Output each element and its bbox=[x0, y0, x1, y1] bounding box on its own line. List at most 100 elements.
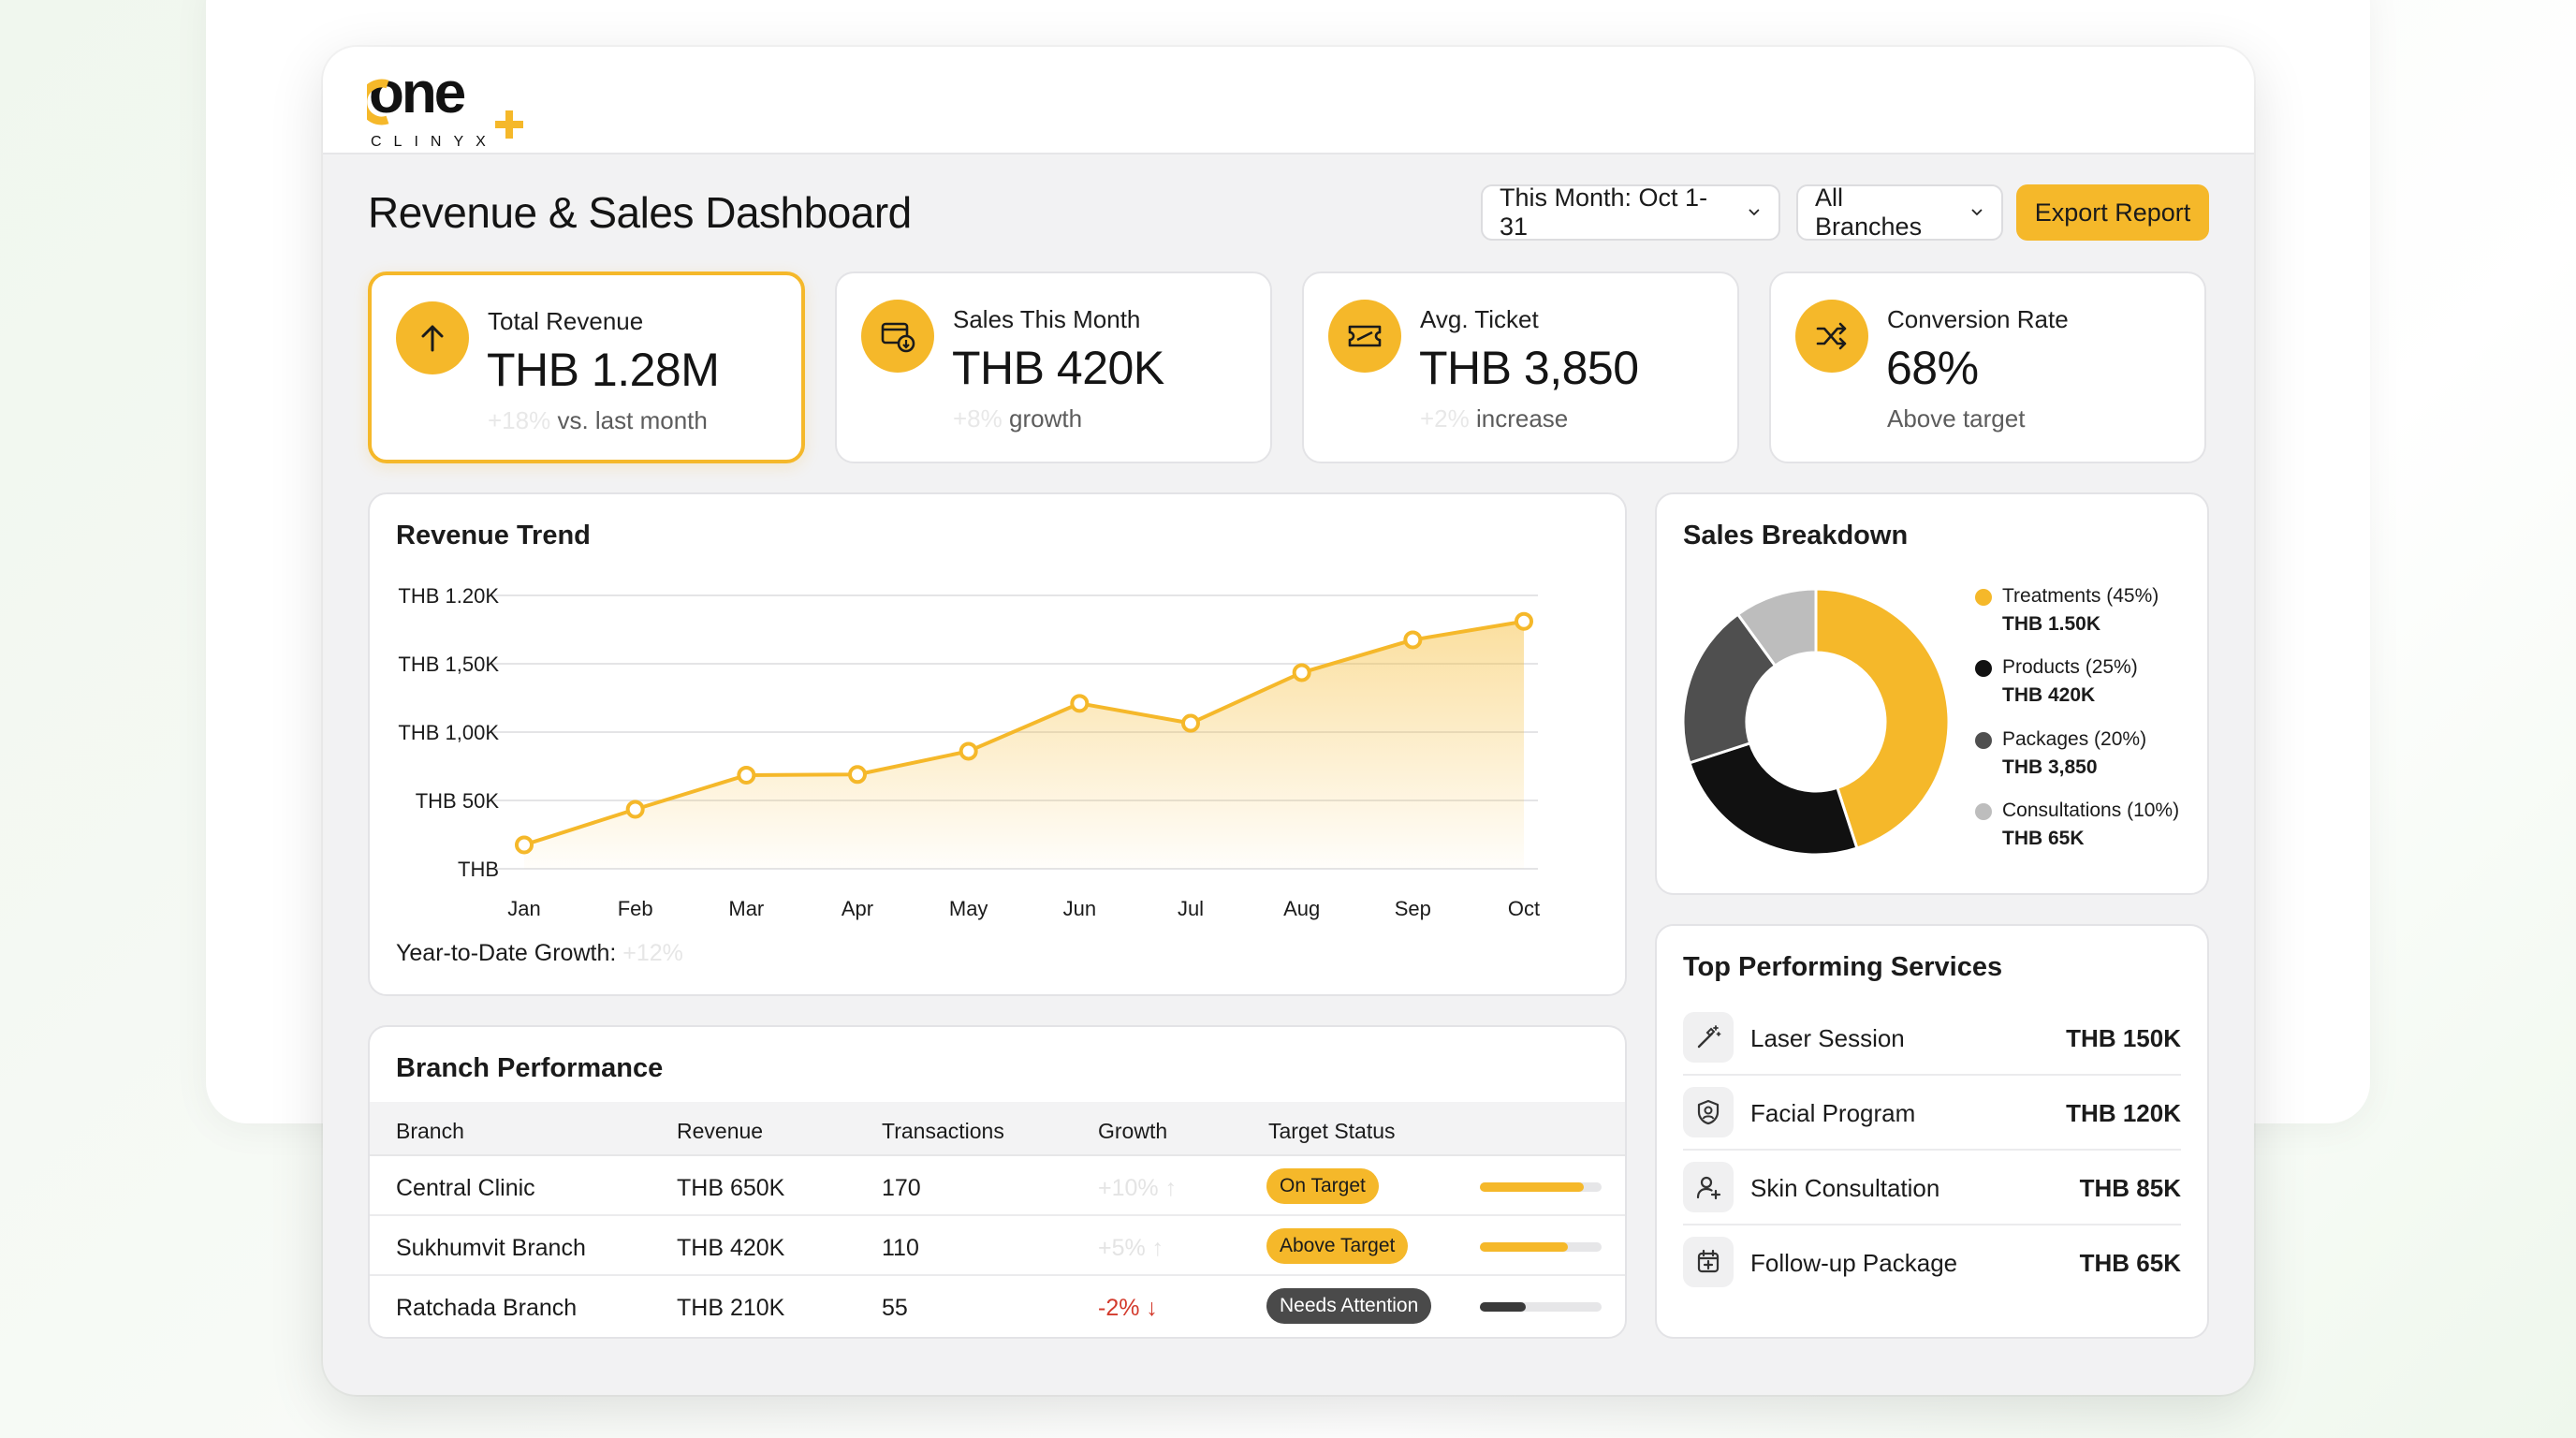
legend-label: Packages (20%) bbox=[2002, 728, 2147, 750]
y-tick-label: THB 1,00K bbox=[398, 721, 499, 744]
x-tick-label: Feb bbox=[618, 897, 653, 920]
service-row[interactable]: Laser Session THB 150K bbox=[1683, 1001, 2181, 1076]
ytd-value: +12% bbox=[622, 940, 683, 966]
magic-wand-icon bbox=[1683, 1012, 1734, 1063]
kpi-value: THB 3,850 bbox=[1419, 342, 1639, 394]
x-tick-label: Jul bbox=[1178, 897, 1204, 920]
service-row[interactable]: Follow-up Package THB 65K bbox=[1683, 1225, 2181, 1300]
panel-title: Branch Performance bbox=[396, 1053, 664, 1083]
kpi-card-conversion-rate[interactable]: Conversion Rate 68% Above target bbox=[1769, 271, 2206, 463]
x-tick-label: Apr bbox=[842, 897, 873, 920]
column-header-revenue: Revenue bbox=[677, 1119, 764, 1143]
kpi-change-label: vs. last month bbox=[550, 406, 708, 434]
dashboard-window: one CLINYX Revenue & Sales Dashboard Thi… bbox=[323, 47, 2254, 1395]
kpi-subtext: +8% growth bbox=[953, 404, 1082, 433]
legend-value: THB 3,850 bbox=[2002, 756, 2098, 778]
x-tick-label: Jun bbox=[1063, 897, 1096, 920]
service-value: THB 150K bbox=[2066, 1024, 2181, 1052]
kpi-subtext: Above target bbox=[1887, 404, 2025, 433]
shuffle-icon bbox=[1795, 300, 1868, 373]
y-tick-label: THB 1.20K bbox=[398, 584, 499, 608]
date-filter-label: This Month: Oct 1-31 bbox=[1500, 183, 1708, 241]
export-report-button[interactable]: Export Report bbox=[2016, 184, 2209, 241]
service-row[interactable]: Skin Consultation THB 85K bbox=[1683, 1151, 2181, 1225]
legend-value: THB 420K bbox=[2002, 684, 2096, 706]
legend-label: Products (25%) bbox=[2002, 656, 2138, 678]
branch-name: Central Clinic bbox=[396, 1175, 535, 1201]
kpi-value: THB 1.28M bbox=[487, 344, 720, 396]
legend-dot bbox=[1975, 660, 1992, 677]
branch-transactions: 170 bbox=[882, 1175, 921, 1201]
series-area bbox=[524, 621, 1524, 869]
legend-label: Treatments (45%) bbox=[2002, 585, 2159, 607]
x-tick-label: Oct bbox=[1508, 897, 1540, 920]
service-name: Follow-up Package bbox=[1750, 1249, 1958, 1277]
service-name: Laser Session bbox=[1750, 1024, 1905, 1052]
user-add-icon bbox=[1683, 1162, 1734, 1212]
target-progress-bar bbox=[1480, 1242, 1602, 1252]
data-point bbox=[1070, 694, 1090, 713]
ticket-icon bbox=[1328, 300, 1401, 373]
data-point bbox=[1515, 611, 1533, 631]
target-progress-fill bbox=[1480, 1242, 1568, 1252]
kpi-card-avg-ticket[interactable]: Avg. Ticket THB 3,850 +2% increase bbox=[1302, 271, 1739, 463]
legend-dot bbox=[1975, 803, 1992, 820]
chevron-down-icon bbox=[1971, 209, 1983, 216]
arrow-up-icon bbox=[396, 301, 469, 374]
revenue-trend-chart: THB THB 50K THB 1,00K THB 1,50K THB 1.20K Jan… bbox=[398, 584, 1540, 920]
legend-dot bbox=[1975, 589, 1992, 606]
branch-revenue: THB 420K bbox=[677, 1235, 785, 1261]
table-row[interactable]: Ratchada Branch THB 210K 55 -2% ↓ Needs … bbox=[370, 1276, 1625, 1336]
panel-title: Sales Breakdown bbox=[1683, 521, 1909, 550]
service-row[interactable]: Facial Program THB 120K bbox=[1683, 1076, 2181, 1151]
kpi-subtext: +18% vs. last month bbox=[488, 406, 708, 435]
x-tick-label: Jan bbox=[507, 897, 540, 920]
kpi-change: +8% bbox=[953, 404, 1003, 433]
legend-dot bbox=[1975, 732, 1992, 749]
column-header-transactions: Transactions bbox=[882, 1119, 1004, 1143]
status-badge: Above Target bbox=[1266, 1228, 1409, 1264]
chevron-down-icon bbox=[1749, 209, 1760, 216]
wallet-icon bbox=[861, 300, 934, 373]
kpi-change: +18% bbox=[488, 406, 551, 434]
branch-revenue: THB 650K bbox=[677, 1175, 785, 1201]
target-progress-fill bbox=[1480, 1302, 1527, 1312]
x-tick-label: Sep bbox=[1395, 897, 1431, 920]
branch-growth: +10% ↑ bbox=[1098, 1175, 1178, 1201]
target-progress-bar bbox=[1480, 1302, 1602, 1312]
branch-name: Ratchada Branch bbox=[396, 1295, 578, 1321]
kpi-card-sales-this-month[interactable]: Sales This Month THB 420K +8% growth bbox=[835, 271, 1272, 463]
y-tick-label: THB 50K bbox=[416, 789, 500, 813]
branch-transactions: 55 bbox=[882, 1295, 908, 1321]
kpi-subtext: +2% increase bbox=[1420, 404, 1568, 433]
clinyx-logo[interactable]: one CLINYX bbox=[367, 66, 535, 150]
branch-name: Sukhumvit Branch bbox=[396, 1235, 586, 1261]
data-point bbox=[959, 741, 978, 761]
ytd-label: Year-to-Date Growth: bbox=[396, 940, 623, 966]
branch-transactions: 110 bbox=[882, 1235, 919, 1261]
branch-growth: +5% ↑ bbox=[1098, 1235, 1164, 1261]
series-line bbox=[523, 619, 1525, 847]
kpi-change-label: increase bbox=[1469, 404, 1569, 433]
table-row[interactable]: Central Clinic THB 650K 170 +10% ↑ On Ta… bbox=[370, 1156, 1625, 1216]
data-point bbox=[625, 800, 645, 819]
kpi-card-total-revenue[interactable]: Total Revenue THB 1.28M +18% vs. last mo… bbox=[368, 271, 805, 463]
sales-breakdown-donut bbox=[1681, 587, 1951, 857]
logo-sub-text: CLINYX bbox=[371, 134, 498, 150]
data-point bbox=[737, 765, 756, 785]
panel-title: Revenue Trend bbox=[396, 521, 591, 550]
branch-filter-dropdown[interactable]: All Branches bbox=[1796, 183, 2003, 241]
service-value: THB 85K bbox=[2079, 1174, 2181, 1202]
top-bar: one CLINYX bbox=[323, 47, 2254, 154]
logo-main-text: one bbox=[369, 66, 465, 125]
branch-revenue: THB 210K bbox=[677, 1295, 785, 1321]
table-row[interactable]: Sukhumvit Branch THB 420K 110 +5% ↑ Abov… bbox=[370, 1216, 1625, 1276]
column-header-target-status: Target Status bbox=[1268, 1119, 1396, 1143]
data-point bbox=[848, 765, 867, 785]
x-tick-label: Aug bbox=[1283, 897, 1320, 920]
face-shield-icon bbox=[1683, 1087, 1734, 1137]
date-filter-dropdown[interactable]: This Month: Oct 1-31 bbox=[1481, 183, 1780, 241]
kpi-change: +2% bbox=[1420, 404, 1470, 433]
pie-slice bbox=[1814, 587, 1951, 850]
table-header: Branch Revenue Transactions Growth Targe… bbox=[370, 1102, 1625, 1156]
